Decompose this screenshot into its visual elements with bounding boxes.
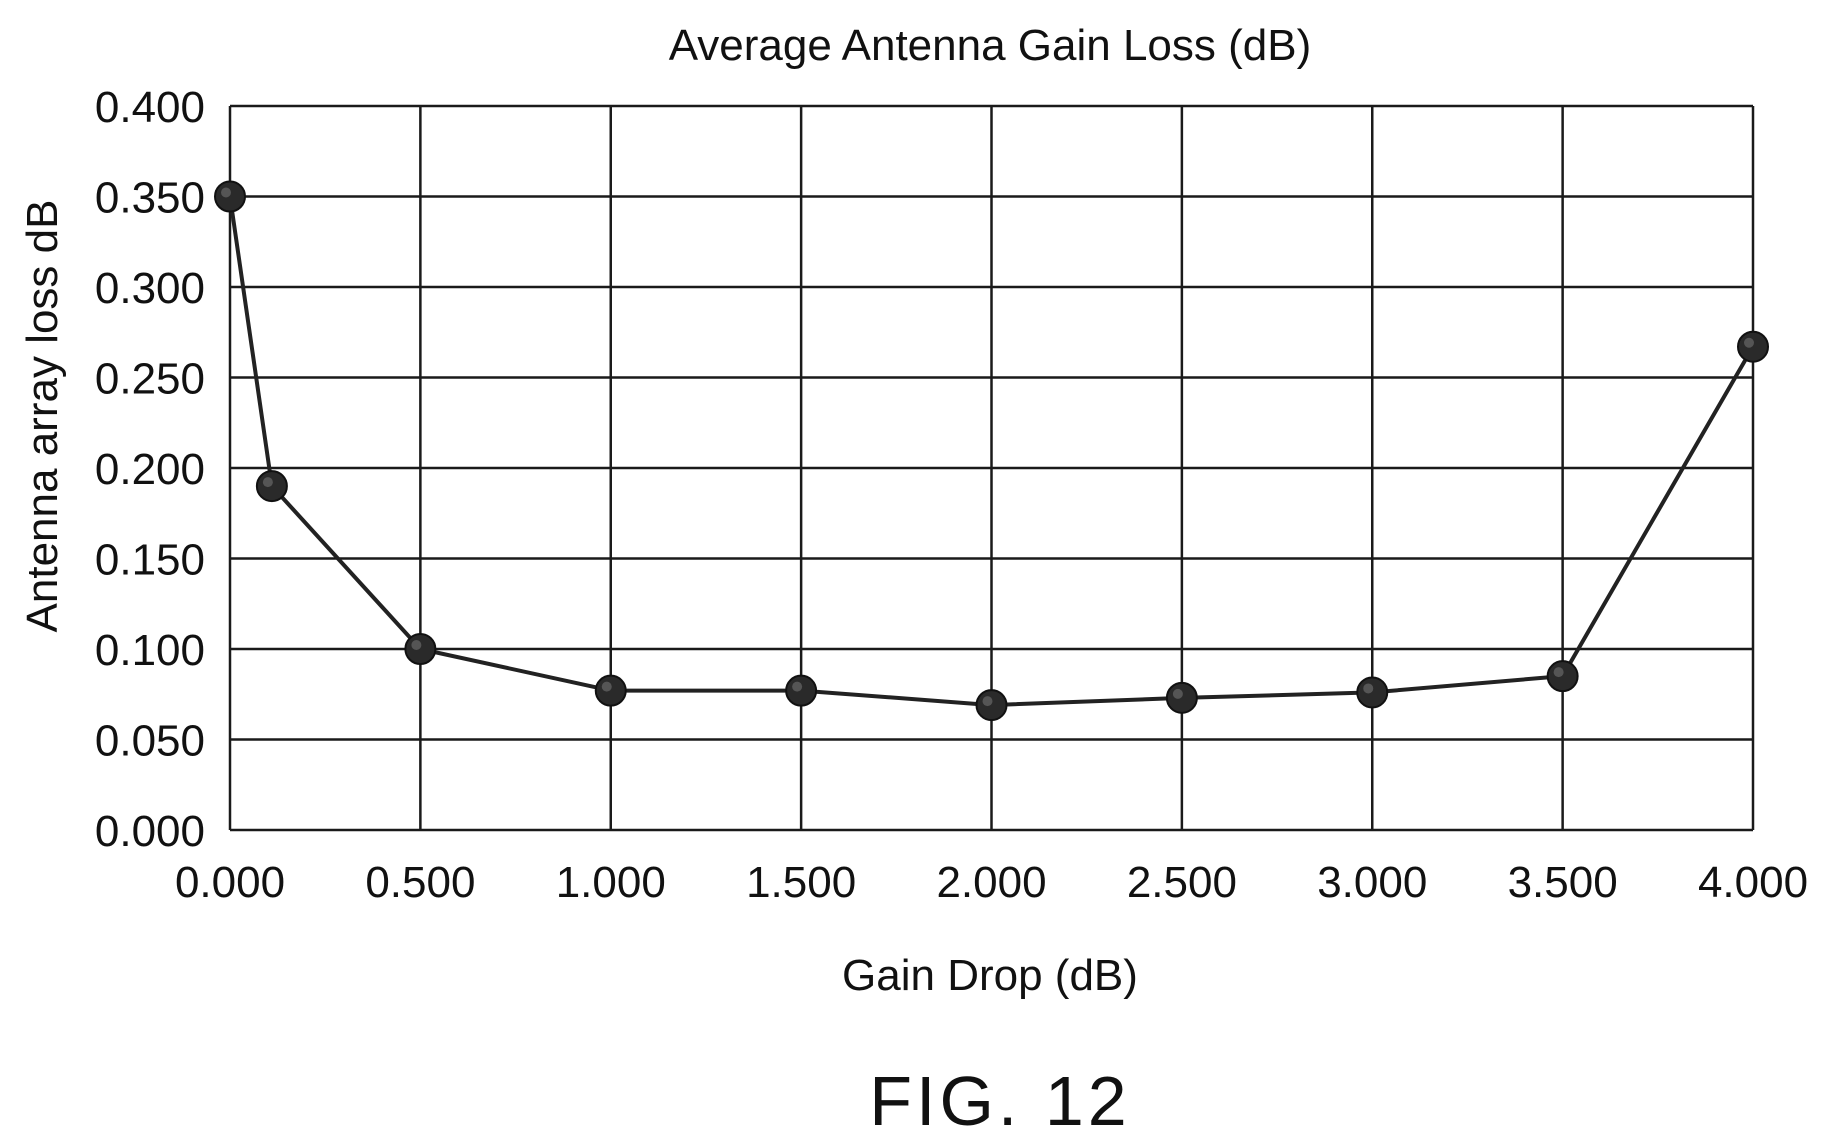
x-axis-label: Gain Drop (dB) xyxy=(842,951,1138,1000)
data-point xyxy=(594,674,627,707)
series-layer xyxy=(214,180,1769,722)
x-tick-label: 0.500 xyxy=(365,858,475,907)
x-tick-label: 1.000 xyxy=(556,858,666,907)
chart-title: Average Antenna Gain Loss (dB) xyxy=(669,21,1312,70)
series-line xyxy=(228,196,1755,708)
plot-area: 0.000 0.500 1.000 1.500 2.000 2.500 3.000 3.500… xyxy=(95,83,1808,907)
data-point-highlight xyxy=(411,640,422,650)
y-tick-label: 0.250 xyxy=(95,355,205,404)
y-tick-label: 0.100 xyxy=(95,626,205,675)
x-tick-label: 2.500 xyxy=(1127,858,1237,907)
data-point-highlight xyxy=(1553,667,1564,678)
x-tick-label: 3.500 xyxy=(1508,858,1618,907)
data-point xyxy=(1356,676,1389,709)
y-tick-label: 0.050 xyxy=(95,717,205,766)
y-axis-label: Antenna array loss dB xyxy=(18,200,67,633)
y-tick-label: 0.000 xyxy=(95,807,205,856)
y-tick-labels: 0.000 0.050 0.100 0.150 0.200 0.250 0.300 0.350… xyxy=(95,83,205,856)
figure-label: FIG. 12 xyxy=(869,1062,1130,1140)
y-tick-label: 0.350 xyxy=(95,174,205,223)
data-point-highlight xyxy=(1363,683,1374,694)
y-tick-label: 0.200 xyxy=(95,445,205,494)
data-point xyxy=(975,689,1008,722)
x-tick-label: 0.000 xyxy=(175,858,285,907)
data-point xyxy=(1546,660,1579,693)
grid-lines xyxy=(228,104,1755,832)
data-point xyxy=(404,633,437,665)
y-tick-label: 0.150 xyxy=(95,536,205,585)
y-tick-label: 0.300 xyxy=(95,264,205,313)
data-point xyxy=(1165,681,1198,714)
data-point-highlight xyxy=(792,681,803,692)
data-point-highlight xyxy=(601,681,612,692)
x-tick-label: 2.000 xyxy=(936,858,1046,907)
data-point xyxy=(214,180,246,213)
data-point-highlight xyxy=(982,696,993,707)
data-point xyxy=(785,674,818,707)
data-point-highlight xyxy=(1744,337,1754,348)
x-tick-label: 1.500 xyxy=(746,858,856,907)
data-point xyxy=(255,470,288,503)
data-point-highlight xyxy=(262,477,273,488)
x-tick-labels: 0.000 0.500 1.000 1.500 2.000 2.500 3.000 3.500… xyxy=(175,858,1808,907)
data-point-highlight xyxy=(1172,688,1183,699)
data-point-highlight xyxy=(221,187,231,198)
data-point xyxy=(1737,330,1769,363)
y-tick-label: 0.400 xyxy=(95,83,205,132)
x-tick-label: 3.000 xyxy=(1317,858,1427,907)
x-tick-label: 4.000 xyxy=(1698,858,1808,907)
